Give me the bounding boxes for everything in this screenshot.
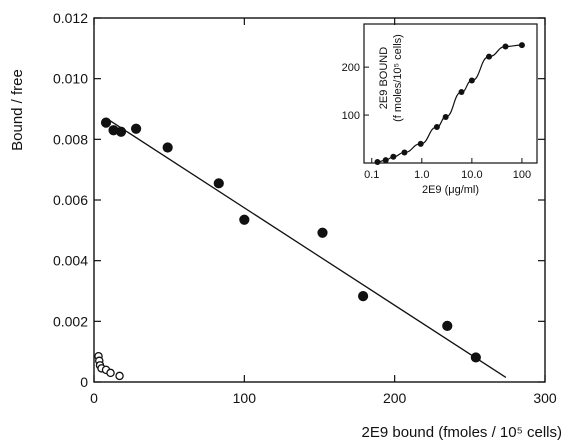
main-y-tick-label: 0.006 <box>53 192 88 208</box>
inset-y-axis-title: 2E9 BOUND (f moles/10⁵ cells) <box>378 34 404 122</box>
main-y-axis-title: Bound / free <box>9 69 26 151</box>
filled-data-point <box>317 227 328 238</box>
filled-data-point <box>100 117 112 128</box>
filled-data-point <box>442 320 453 331</box>
filled-data-point <box>115 126 127 137</box>
inset-data-point <box>468 77 475 84</box>
inset-data-point <box>486 53 493 60</box>
inset-data-point <box>374 159 381 166</box>
filled-data-point <box>130 123 142 134</box>
main-x-tick-label: 0 <box>90 390 98 406</box>
inset-data-point <box>382 157 389 164</box>
inset-y-axis-title-line: 2E9 BOUND <box>378 47 390 109</box>
inset-data-points <box>374 42 525 166</box>
main-y-tick-label: 0.010 <box>53 71 88 87</box>
regression-line <box>105 117 507 378</box>
inset-y-axis-title-line: (f moles/10⁵ cells) <box>392 34 404 122</box>
inset-data-point <box>502 43 509 50</box>
inset-plot-frame <box>363 23 538 164</box>
filled-data-point <box>213 178 224 189</box>
inset-data-point <box>442 113 449 120</box>
open-data-point <box>115 371 124 381</box>
main-x-tick-label: 200 <box>383 390 407 406</box>
filled-data-point <box>239 214 250 225</box>
main-x-tick-label: 300 <box>533 390 557 406</box>
main-y-tick-label: 0.012 <box>53 10 88 26</box>
inset-x-tick-label: 0.1 <box>364 169 379 181</box>
inset-data-point <box>458 89 465 96</box>
main-plot-frame <box>93 17 546 383</box>
filled-data-point <box>162 142 173 153</box>
inset-data-point <box>433 124 440 131</box>
main-x-axis-title: 2E9 bound (fmoles / 10⁵ cells) <box>362 424 563 441</box>
open-data-point <box>106 368 115 378</box>
main-y-tick-label: 0.008 <box>53 131 88 147</box>
inset-y-tick-label: 200 <box>342 62 360 74</box>
main-data-points <box>94 117 481 381</box>
main-y-tick-label: 0.004 <box>53 253 88 269</box>
inset-plot: 0.1 1.0 10.0 100 100 200 2E9 (μg/ml) 2E9 BOU… <box>342 23 538 196</box>
main-plot: 0 100 200 300 0 0.002 0.004 0.006 0.008 0.010 0.0… <box>9 10 562 441</box>
main-y-tick-label: 0.002 <box>53 313 88 329</box>
inset-data-point <box>401 149 408 156</box>
inset-x-tick-label: 100 <box>513 169 531 181</box>
inset-data-point <box>417 140 424 147</box>
filled-data-point <box>357 291 369 302</box>
inset-x-axis-title: 2E9 (μg/ml) <box>422 184 479 196</box>
inset-y-tick-label: 100 <box>342 110 360 122</box>
filled-data-point <box>470 352 481 363</box>
inset-x-axis: 0.1 1.0 10.0 100 <box>364 158 531 181</box>
main-y-axis: 0 0.002 0.004 0.006 0.008 0.010 0.012 <box>53 10 545 390</box>
inset-x-tick-label: 1.0 <box>414 169 429 181</box>
inset-y-axis: 100 200 <box>342 62 369 122</box>
inset-data-point <box>518 42 525 49</box>
main-y-tick-label: 0 <box>80 374 88 390</box>
inset-data-point <box>390 153 397 160</box>
main-x-axis: 0 100 200 300 <box>90 18 557 406</box>
inset-x-tick-label: 10.0 <box>461 169 482 181</box>
main-x-tick-label: 100 <box>233 390 257 406</box>
